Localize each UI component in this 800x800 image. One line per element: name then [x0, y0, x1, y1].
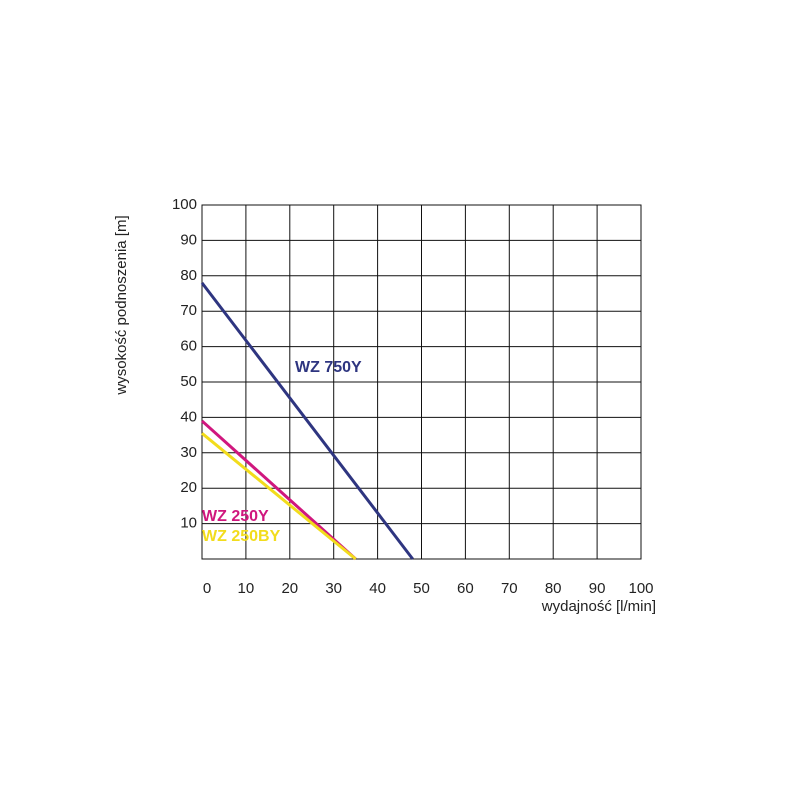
y-tick-label: 60 — [180, 338, 197, 355]
x-tick-label: 50 — [413, 580, 430, 597]
y-tick-label: 40 — [180, 408, 197, 425]
x-tick-label: 70 — [501, 580, 518, 597]
y-tick-label: 100 — [172, 196, 197, 213]
x-tick-label: 60 — [457, 580, 474, 597]
x-tick-label: 80 — [545, 580, 562, 597]
x-tick-label: 100 — [628, 580, 653, 597]
y-tick-label: 30 — [180, 444, 197, 461]
x-tick-label: 40 — [369, 580, 386, 597]
y-tick-label: 20 — [180, 479, 197, 496]
x-tick-label: 0 — [203, 580, 211, 597]
x-tick-label: 10 — [238, 580, 255, 597]
series-line — [201, 432, 357, 561]
y-tick-label: 90 — [180, 231, 197, 248]
series-line — [200, 281, 414, 560]
y-tick-label: 10 — [180, 515, 197, 532]
x-axis-title: wydajność [l/min] — [541, 598, 656, 615]
series-line — [200, 419, 357, 561]
x-tick-label: 30 — [325, 580, 342, 597]
y-axis-title: wysokość podnoszenia [m] — [113, 215, 130, 395]
y-tick-label: 80 — [180, 267, 197, 284]
series-label: WZ 750Y — [295, 359, 362, 376]
series-label: WZ 250Y — [202, 508, 269, 525]
y-tick-label: 50 — [180, 373, 197, 390]
y-tick-label: 70 — [180, 302, 197, 319]
x-tick-label: 20 — [281, 580, 298, 597]
x-tick-label: 90 — [589, 580, 606, 597]
series-label: WZ 250BY — [202, 528, 281, 545]
